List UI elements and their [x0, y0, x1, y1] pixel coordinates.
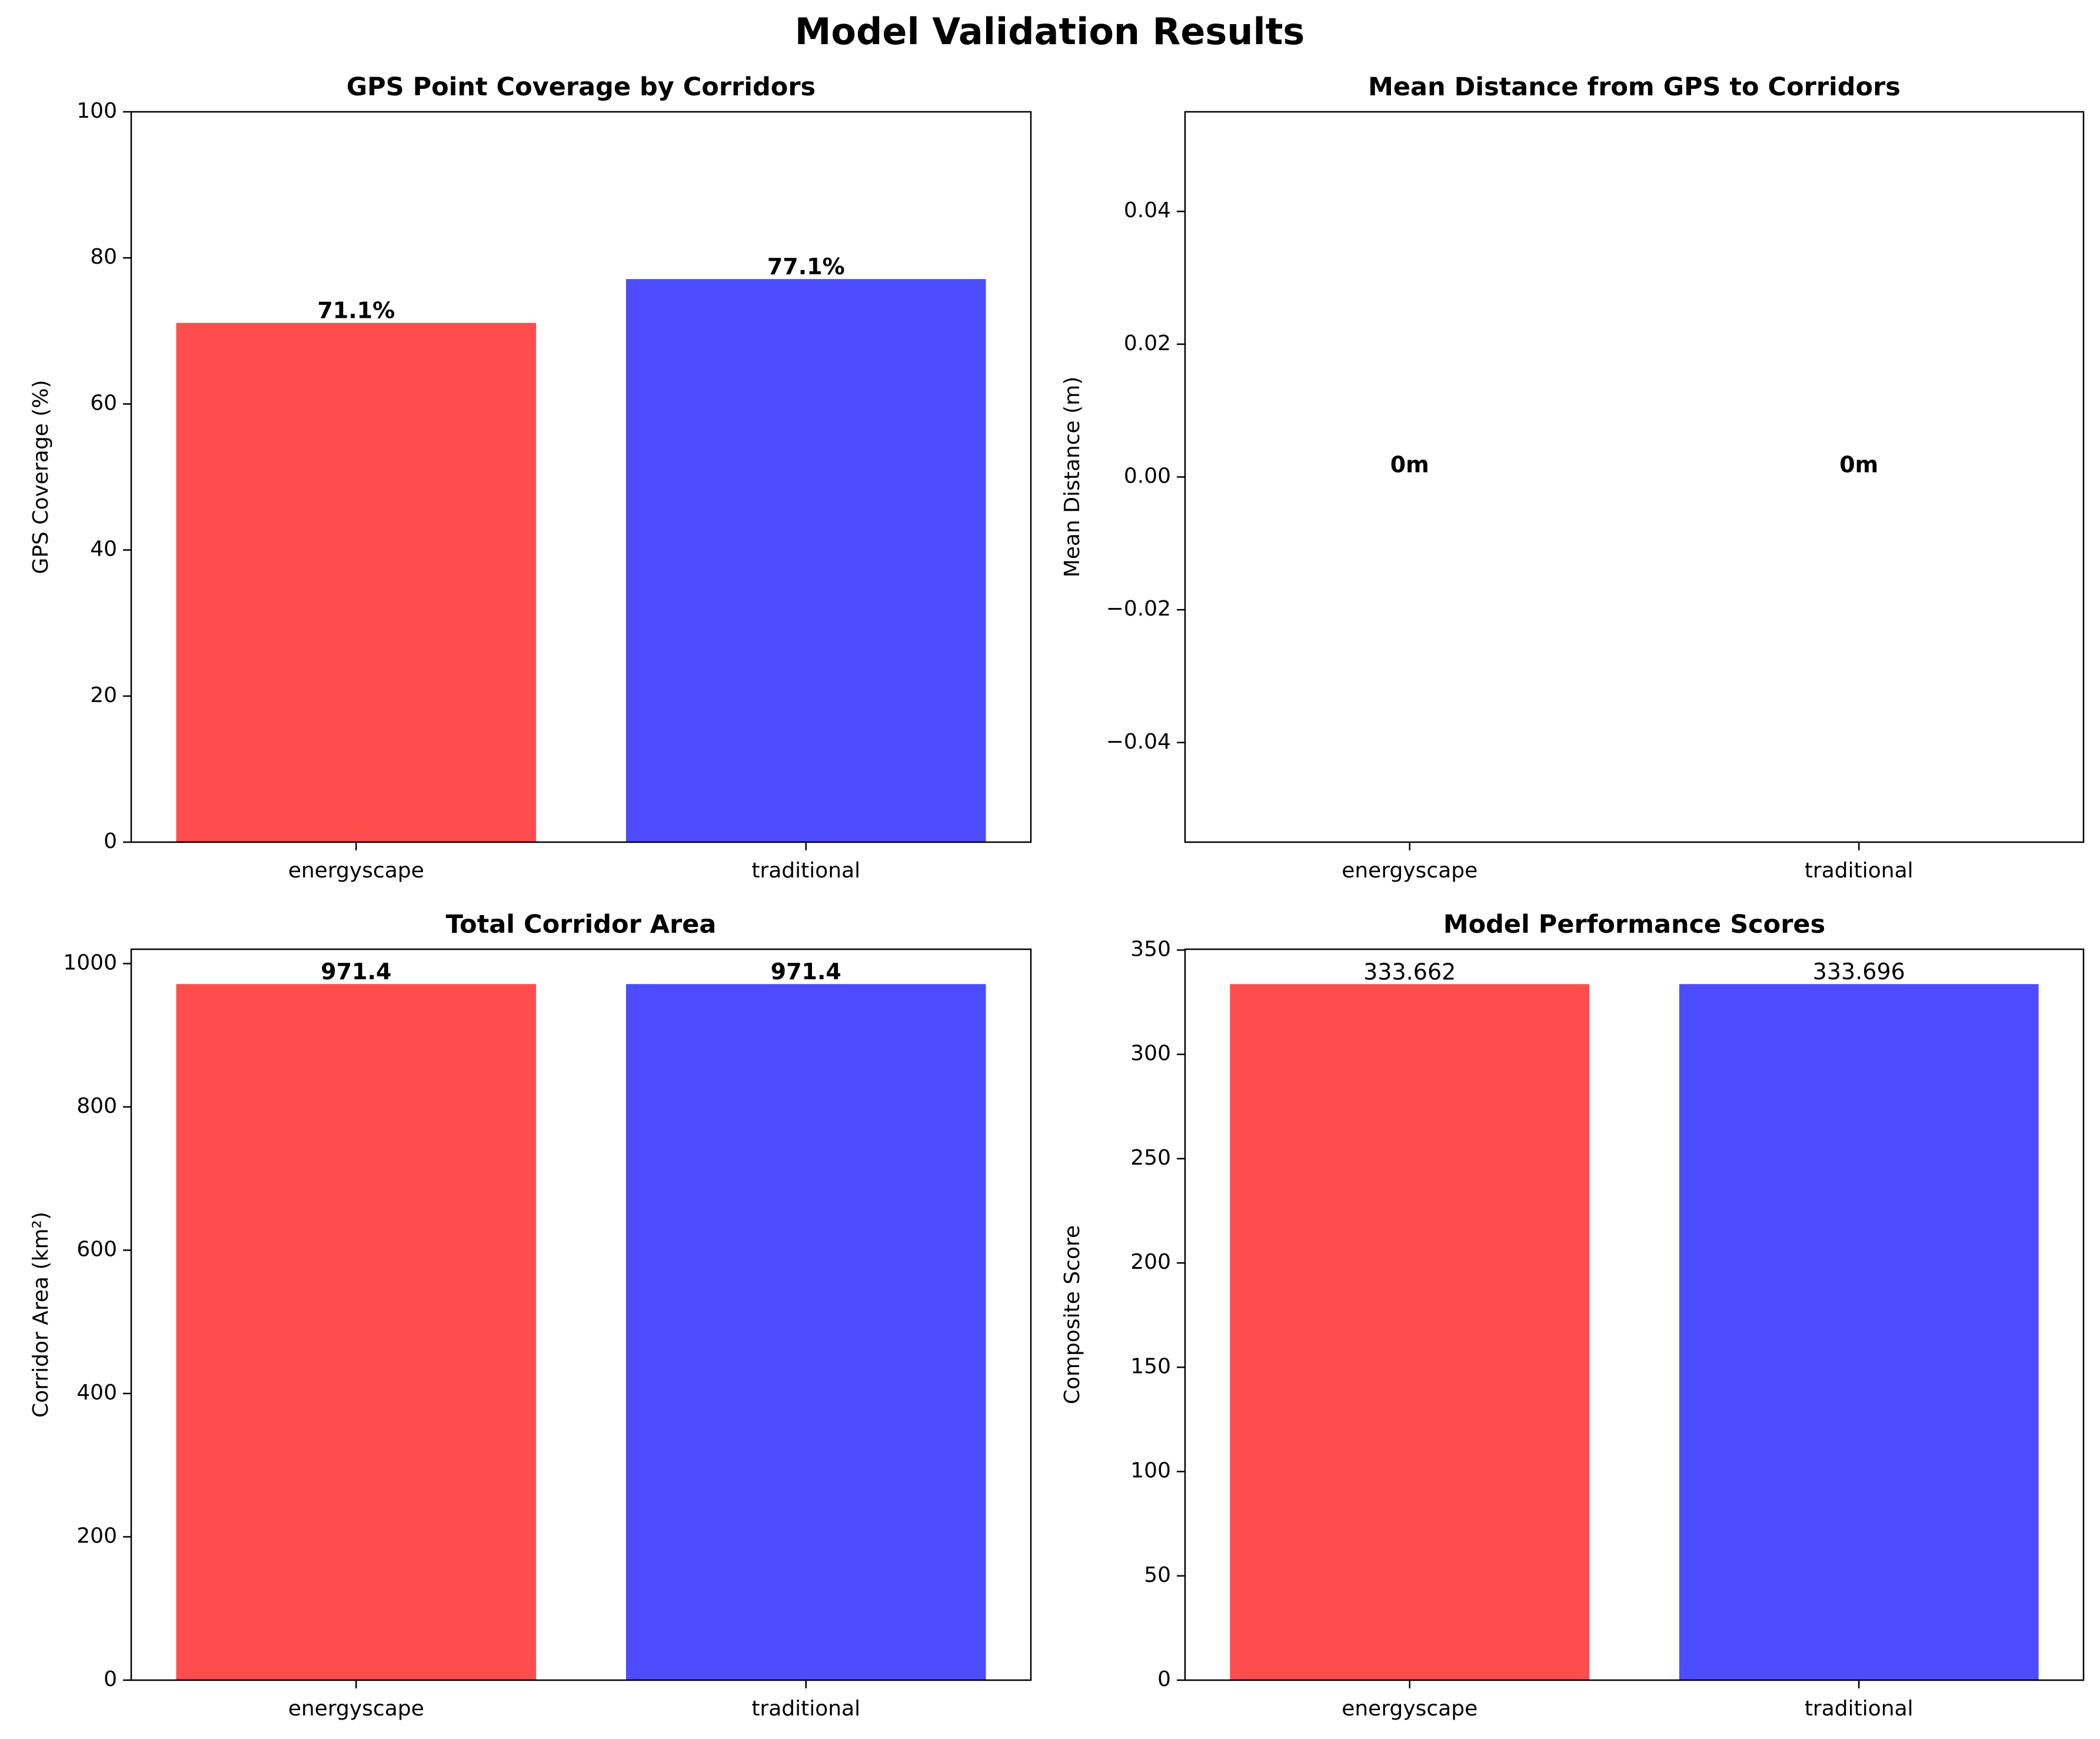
y-tick-label-performance-scores: 0	[1157, 1667, 1171, 1691]
chart-title-corridor-area: Total Corridor Area	[446, 910, 717, 939]
y-axis-label-performance-scores: Composite Score	[1060, 1225, 1084, 1404]
x-tick-label-gps-coverage: traditional	[751, 859, 860, 883]
y-tick-label-gps-coverage: 60	[90, 391, 117, 415]
y-tick-label-mean-distance: −0.02	[1106, 597, 1171, 621]
bar-value-label-corridor-area: 971.4	[771, 959, 841, 985]
bar-corridor-area-energyscape	[176, 984, 537, 1680]
bar-value-label-performance-scores: 333.696	[1813, 959, 1905, 985]
bar-gps-coverage-traditional	[625, 279, 986, 843]
y-axis-label-mean-distance: Mean Distance (m)	[1060, 377, 1084, 578]
y-tick-label-gps-coverage: 100	[76, 99, 117, 123]
y-tick-label-mean-distance: 0.02	[1124, 331, 1171, 355]
y-tick-label-performance-scores: 100	[1130, 1459, 1171, 1483]
subplot-mean-distance: −0.04 −0.02 0.00 0.02 0.04 energyscape traditi…	[1060, 72, 2085, 883]
axes-frame-gps-coverage	[130, 111, 1032, 843]
y-tick-label-corridor-area: 200	[76, 1524, 117, 1548]
bar-performance-scores-traditional	[1679, 984, 2039, 1680]
subplot-gps-coverage: 0 20 40 60 80 100 energyscape traditional 71.1% 7…	[29, 72, 1032, 883]
figure-title: Model Validation Results	[795, 10, 1305, 53]
bar-value-label-gps-coverage: 77.1%	[767, 254, 845, 280]
y-tick-label-gps-coverage: 0	[104, 829, 117, 853]
y-tick-label-gps-coverage: 80	[90, 245, 117, 269]
y-tick-label-mean-distance: −0.04	[1106, 730, 1171, 754]
x-tick-label-corridor-area: traditional	[751, 1697, 860, 1721]
y-tick-label-mean-distance: 0.04	[1124, 198, 1171, 222]
x-tick-label-gps-coverage: energyscape	[288, 859, 424, 883]
subplot-grid: 0 20 40 60 80 100 energyscape traditional 71.1% 7…	[29, 72, 2085, 1721]
bar-value-label-performance-scores: 333.662	[1363, 959, 1456, 985]
axes-frame-performance-scores	[1184, 948, 2085, 1681]
y-tick-label-performance-scores: 250	[1130, 1146, 1171, 1170]
bar-value-label-corridor-area: 971.4	[321, 959, 391, 985]
y-tick-label-corridor-area: 1000	[63, 950, 117, 975]
y-tick-label-corridor-area: 800	[76, 1094, 117, 1118]
x-tick-label-corridor-area: energyscape	[288, 1697, 424, 1721]
chart-title-mean-distance: Mean Distance from GPS to Corridors	[1368, 72, 1901, 102]
x-tick-label-performance-scores: energyscape	[1342, 1697, 1477, 1721]
x-tick-label-mean-distance: energyscape	[1342, 859, 1477, 883]
x-tick-label-mean-distance: traditional	[1805, 859, 1913, 883]
subplot-corridor-area: 0 200 400 600 800 1000 energyscape traditional 9…	[29, 910, 1032, 1721]
y-axis-label-gps-coverage: GPS Coverage (%)	[29, 380, 53, 574]
bar-corridor-area-traditional	[625, 984, 986, 1680]
bar-performance-scores-energyscape	[1230, 984, 1590, 1680]
y-tick-label-performance-scores: 200	[1130, 1250, 1171, 1274]
bar-value-label-gps-coverage: 71.1%	[317, 298, 395, 324]
y-tick-label-corridor-area: 600	[76, 1237, 117, 1261]
bar-value-label-mean-distance: 0m	[1839, 452, 1878, 478]
y-tick-label-performance-scores: 150	[1130, 1354, 1171, 1378]
chart-title-gps-coverage: GPS Point Coverage by Corridors	[347, 72, 816, 102]
y-tick-label-gps-coverage: 20	[90, 683, 117, 707]
y-tick-label-corridor-area: 400	[76, 1381, 117, 1405]
subplot-performance-scores: 0 50 100 150 200 250 300 350 energyscape traditio…	[1060, 910, 2085, 1721]
bar-value-label-mean-distance: 0m	[1390, 452, 1429, 478]
y-tick-label-mean-distance: 0.00	[1124, 464, 1171, 488]
chart-title-performance-scores: Model Performance Scores	[1443, 910, 1825, 939]
x-tick-label-performance-scores: traditional	[1805, 1697, 1913, 1721]
y-tick-label-corridor-area: 0	[104, 1667, 117, 1691]
y-tick-label-performance-scores: 350	[1130, 937, 1171, 961]
y-axis-label-corridor-area: Corridor Area (km²)	[29, 1212, 53, 1418]
y-tick-label-performance-scores: 300	[1130, 1042, 1171, 1066]
y-tick-label-gps-coverage: 40	[90, 537, 117, 561]
bar-gps-coverage-energyscape	[176, 322, 537, 842]
y-tick-label-performance-scores: 50	[1144, 1563, 1171, 1587]
axes-frame-corridor-area	[130, 948, 1032, 1681]
